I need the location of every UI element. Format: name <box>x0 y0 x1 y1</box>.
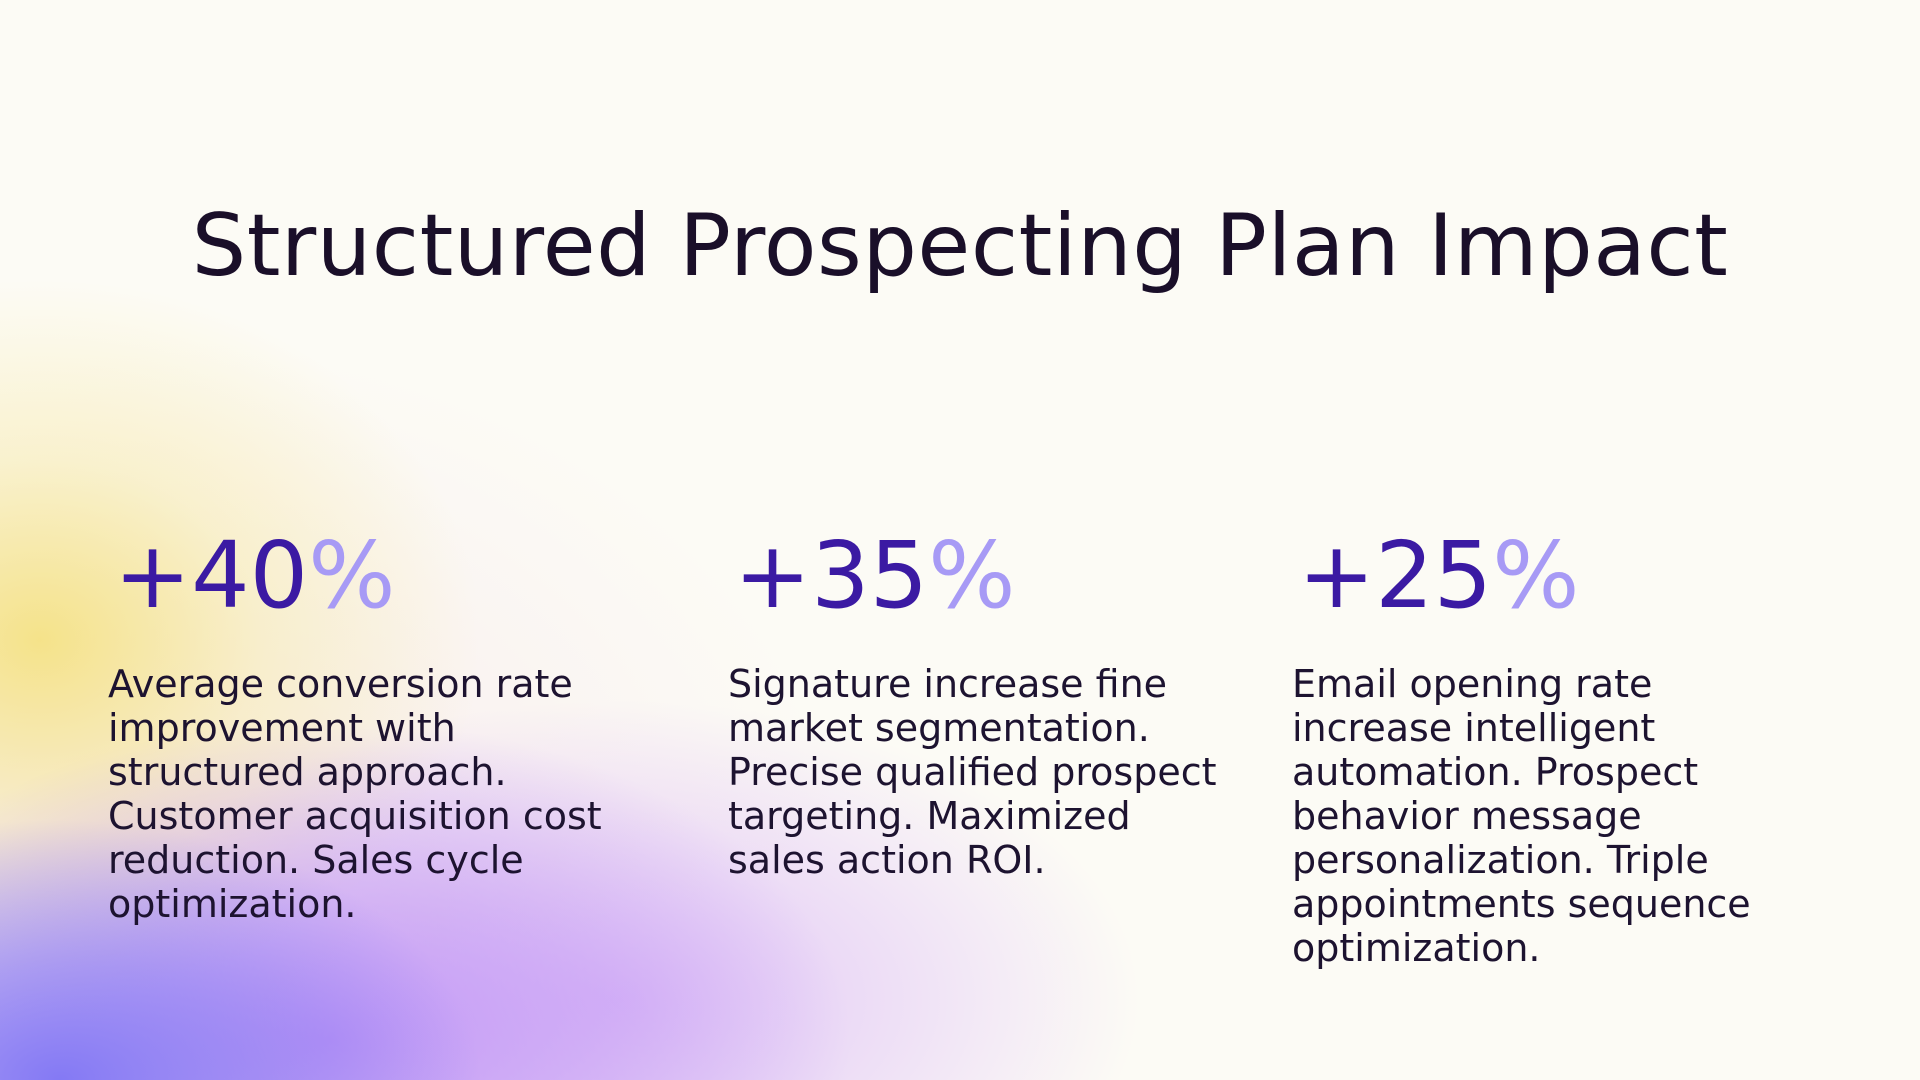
metric-value: +35 <box>734 522 929 629</box>
metric-stat: +25% <box>1298 528 1852 624</box>
metric-percent-sign: % <box>928 522 1016 629</box>
metric-stat: +35% <box>734 528 1288 624</box>
metric-percent-sign: % <box>308 522 396 629</box>
metric-value: +25 <box>1298 522 1493 629</box>
metric-description: Average conversion rate improvement with… <box>108 662 602 926</box>
slide-title: Structured Prospecting Plan Impact <box>191 196 1729 296</box>
metric-stat: +40% <box>114 528 668 624</box>
metric-description: Email opening rate increase intelligent … <box>1292 662 1751 970</box>
metric-card-email-opening: +25% Email opening rate increase intelli… <box>1292 528 1852 971</box>
metric-card-signature: +35% Signature increase fine market segm… <box>728 528 1288 883</box>
metric-description: Signature increase fine market segmentat… <box>728 662 1217 882</box>
metric-percent-sign: % <box>1492 522 1580 629</box>
metric-card-conversion: +40% Average conversion rate improvement… <box>108 528 668 927</box>
metric-value: +40 <box>114 522 309 629</box>
